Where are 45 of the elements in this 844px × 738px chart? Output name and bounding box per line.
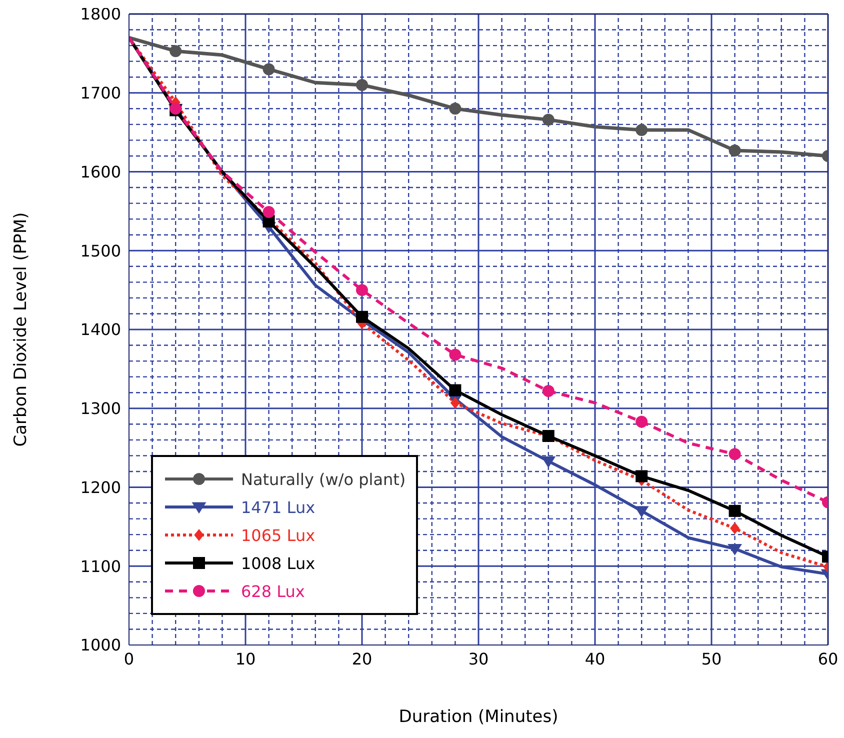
point — [356, 78, 368, 91]
y-tick-label: 1300 — [80, 399, 121, 418]
x-tick-label: 10 — [235, 649, 256, 668]
point — [541, 456, 556, 468]
point — [356, 284, 368, 296]
x-axis-title: Duration (Minutes) — [398, 707, 558, 727]
y-tick-label: 1100 — [80, 556, 121, 576]
point — [449, 102, 462, 115]
point — [450, 396, 460, 409]
point — [636, 416, 648, 428]
point — [728, 144, 741, 156]
x-tick-label: 60 — [818, 649, 838, 668]
point — [262, 206, 275, 218]
y-tick-label: 1600 — [80, 162, 121, 182]
point — [636, 124, 648, 136]
legend-label: 1008 Lux — [241, 554, 316, 572]
x-tick-label: 40 — [584, 649, 606, 668]
x-tick-label: 50 — [701, 649, 722, 668]
point — [728, 504, 741, 517]
legend-label: 1471 Lux — [241, 498, 316, 516]
point — [542, 114, 554, 126]
y-tick-label: 1500 — [80, 241, 121, 260]
point — [449, 384, 462, 396]
legend-label: 1065 Lux — [241, 526, 316, 544]
point — [728, 448, 741, 460]
y-tick-label: 1200 — [80, 478, 121, 497]
y-tick-label: 1000 — [80, 636, 121, 655]
x-tick-label: 0 — [124, 649, 134, 668]
point — [730, 522, 740, 534]
point — [262, 63, 275, 76]
point — [728, 544, 742, 556]
point — [634, 506, 649, 518]
x-tick-label: 20 — [352, 649, 372, 668]
legend-label: Naturally (w/o plant) — [241, 470, 406, 488]
point — [542, 385, 554, 398]
y-axis-title: Carbon Dioxide Level (PPM) — [11, 212, 32, 447]
x-tick-label: 30 — [468, 649, 489, 668]
point — [636, 470, 648, 482]
legend-label: 628 Lux — [241, 582, 305, 600]
point — [356, 310, 368, 323]
y-tick-label: 1800 — [80, 4, 121, 24]
y-tick-label: 1400 — [80, 320, 121, 340]
point — [170, 45, 182, 58]
y-tick-label: 1700 — [80, 84, 121, 103]
point — [449, 348, 462, 361]
